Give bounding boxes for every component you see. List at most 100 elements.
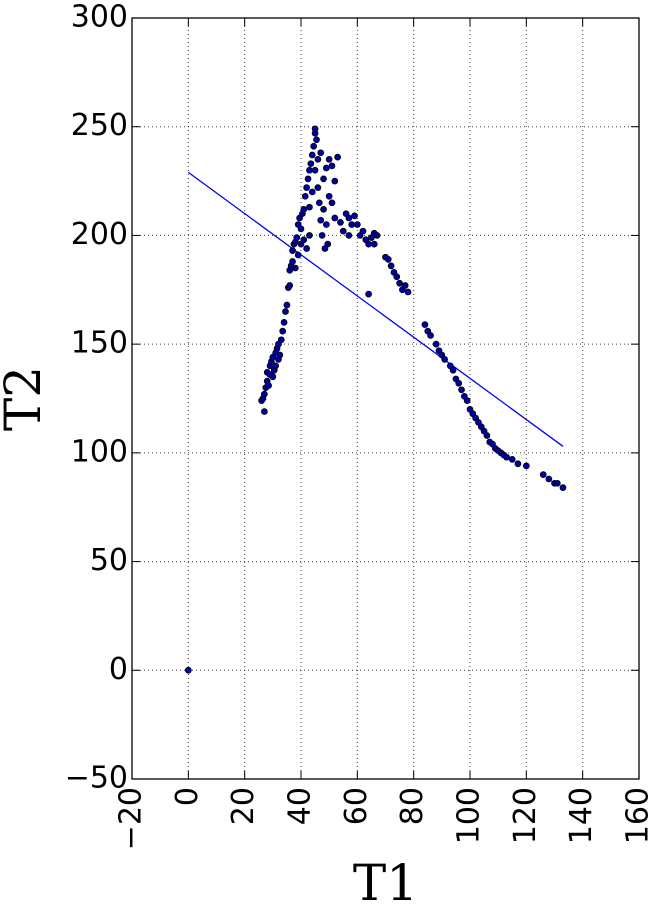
data-point <box>503 453 510 461</box>
data-point <box>306 203 313 211</box>
x-tick-label: 0 <box>170 787 205 806</box>
data-point <box>522 462 530 470</box>
x-tick-label: 40 <box>283 787 318 825</box>
data-point <box>286 282 294 289</box>
axes: −20 0 20 40 60 80 100 120 140 160 −50 0 50 100 150 200 2… <box>65 0 650 850</box>
plot-frame <box>131 17 640 780</box>
data-point <box>404 288 412 296</box>
data-point <box>289 247 296 254</box>
grid <box>131 17 640 780</box>
data-point <box>353 221 361 228</box>
data-point <box>351 212 358 220</box>
data-point <box>303 184 310 191</box>
data-point <box>292 264 299 272</box>
data-point <box>311 125 319 133</box>
data-point <box>539 471 547 478</box>
data-point <box>314 184 322 191</box>
data-point <box>323 164 330 172</box>
data-point <box>307 160 315 168</box>
data-point <box>455 379 463 387</box>
data-point <box>272 362 279 370</box>
data-point <box>348 221 356 228</box>
data-point <box>280 319 288 326</box>
x-tick-label: 160 <box>621 787 650 844</box>
data-point <box>320 205 327 213</box>
data-point <box>318 232 326 239</box>
data-point <box>345 214 353 222</box>
data-point <box>313 136 320 144</box>
y-tick-label: 50 <box>90 543 128 578</box>
data-point <box>396 279 403 287</box>
data-point <box>289 258 296 265</box>
data-point <box>553 479 561 487</box>
data-point <box>300 205 308 213</box>
x-tick-label: 80 <box>395 787 430 825</box>
data-point <box>441 356 448 363</box>
data-point <box>294 251 302 259</box>
data-point <box>308 151 316 159</box>
data-point <box>279 327 287 335</box>
x-tick-label: 20 <box>226 787 261 825</box>
data-point <box>449 366 457 374</box>
data-point <box>545 475 553 483</box>
data-point <box>325 155 333 163</box>
x-tick-label: 120 <box>508 787 543 844</box>
data-point <box>314 155 322 163</box>
data-point <box>306 232 313 239</box>
data-point <box>421 321 429 328</box>
fit-line <box>187 171 564 447</box>
y-tick-label: 100 <box>71 434 128 469</box>
data-point <box>401 282 409 289</box>
data-point <box>317 149 325 157</box>
y-tick-label: 250 <box>71 108 128 143</box>
data-point <box>463 397 471 405</box>
y-tick-label: 0 <box>109 652 128 687</box>
data-point <box>303 245 310 252</box>
data-point <box>277 336 285 344</box>
data-point <box>276 351 284 359</box>
data-point <box>315 199 323 207</box>
plot-area <box>184 125 567 674</box>
data-point <box>269 373 277 381</box>
data-point <box>261 408 268 415</box>
data-point <box>282 308 289 315</box>
data-point <box>345 232 353 239</box>
data-point <box>331 177 339 185</box>
y-tick-label: 150 <box>71 326 128 361</box>
y-tick-label: −50 <box>65 761 128 796</box>
data-point <box>320 175 327 183</box>
data-point <box>317 216 325 224</box>
x-tick-label: 140 <box>564 787 599 844</box>
data-point <box>261 390 268 398</box>
data-point <box>301 192 309 200</box>
data-point <box>514 460 522 468</box>
data-point <box>300 236 308 244</box>
data-point <box>427 332 434 339</box>
data-point <box>184 666 192 674</box>
data-point <box>331 214 339 222</box>
x-tick-label: −20 <box>114 787 149 850</box>
data-point <box>308 188 316 196</box>
data-point <box>365 240 372 248</box>
data-point <box>334 153 341 161</box>
data-point <box>265 382 272 389</box>
data-point <box>310 142 318 150</box>
data-point <box>559 484 567 491</box>
data-point <box>432 340 440 348</box>
data-point <box>508 456 516 463</box>
data-point <box>373 232 381 239</box>
y-tick-label: 200 <box>71 217 128 252</box>
data-point <box>393 273 401 281</box>
data-point <box>339 227 347 235</box>
data-point <box>325 192 333 200</box>
data-point <box>387 262 395 270</box>
x-tick-label: 100 <box>452 787 487 844</box>
data-point <box>283 301 291 309</box>
x-axis-label: T1 <box>353 854 418 910</box>
data-point <box>311 166 319 174</box>
data-point <box>458 386 465 394</box>
data-point <box>359 227 367 235</box>
data-point <box>306 166 313 174</box>
data-point <box>297 225 305 233</box>
